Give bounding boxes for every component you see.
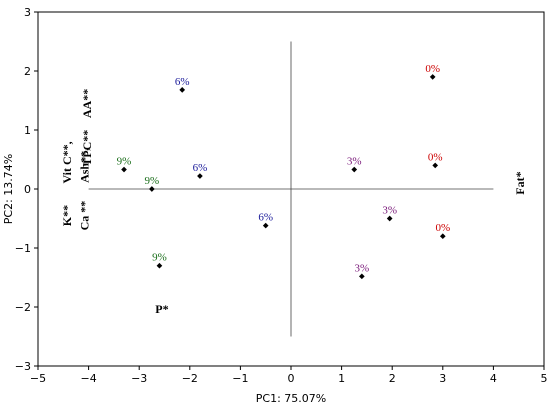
x-tick-label: 4 xyxy=(490,372,497,385)
data-point-label: 9% xyxy=(152,252,167,264)
y-tick-label: −1 xyxy=(15,242,31,255)
data-point xyxy=(432,162,439,169)
data-point xyxy=(386,215,393,222)
variable-label: Vit C**, xyxy=(60,141,74,183)
variable-label: Ash**, xyxy=(78,148,92,183)
y-tick-label: 1 xyxy=(24,124,31,137)
x-tick-label: 5 xyxy=(541,372,548,385)
data-point-label: 9% xyxy=(145,175,160,187)
y-tick-label: 3 xyxy=(24,6,31,19)
y-tick-label: −3 xyxy=(15,360,31,373)
data-point-label: 3% xyxy=(355,262,370,274)
y-tick-label: 0 xyxy=(24,183,31,196)
data-point-label: 0% xyxy=(428,151,443,163)
data-point-label: 0% xyxy=(435,222,450,234)
data-points: 0% 0% 0% 3% 3% 3% 6% 6% 6% 9% 9% 9% xyxy=(117,63,450,280)
data-point-label: 3% xyxy=(382,205,397,217)
x-tick-label: −4 xyxy=(80,372,96,385)
variable-label: Ca ** xyxy=(78,201,92,231)
y-tick-label: −2 xyxy=(15,301,31,314)
variable-label: Fat* xyxy=(513,171,527,194)
data-point-label: 0% xyxy=(425,63,440,75)
data-point xyxy=(262,222,269,229)
data-point-label: 9% xyxy=(117,156,132,168)
data-point xyxy=(429,74,436,80)
data-point xyxy=(439,233,446,240)
center-axes xyxy=(88,41,494,337)
x-tick-label: 0 xyxy=(288,372,295,385)
data-point xyxy=(179,87,186,93)
data-point xyxy=(351,166,358,173)
variable-labels: AA** TPC** Vit C**, Ash**, K** Ca ** Fat* P* xyxy=(60,89,527,316)
variable-label: AA** xyxy=(80,89,94,118)
x-tick-label: 1 xyxy=(338,372,345,385)
x-tick-label: −1 xyxy=(232,372,248,385)
x-tick-label: −5 xyxy=(30,372,46,385)
x-tick-label: 2 xyxy=(389,372,396,385)
variable-label: K** xyxy=(60,205,74,226)
data-point xyxy=(359,273,365,280)
data-point xyxy=(121,166,127,173)
data-point xyxy=(197,173,203,179)
x-axis-title: PC1: 75.07% xyxy=(256,392,326,405)
x-tick-label: −3 xyxy=(131,372,147,385)
variable-label: TPC** xyxy=(80,130,94,166)
axis-ticks: −5 −4 −3 −2 −1 0 1 2 3 4 5 −3 −2 −1 0 1 2 3 xyxy=(15,6,548,385)
data-point xyxy=(156,262,163,269)
x-tick-label: 3 xyxy=(439,372,446,385)
y-axis-title: PC2: 13.74% xyxy=(2,154,15,224)
data-point-label: 6% xyxy=(175,76,190,88)
y-tick-label: 2 xyxy=(24,65,31,78)
data-point-label: 6% xyxy=(258,212,273,224)
x-tick-label: −2 xyxy=(182,372,198,385)
data-point-label: 6% xyxy=(193,162,208,174)
data-point-label: 3% xyxy=(347,156,362,168)
variable-label: P* xyxy=(155,302,168,316)
data-point xyxy=(149,186,155,192)
